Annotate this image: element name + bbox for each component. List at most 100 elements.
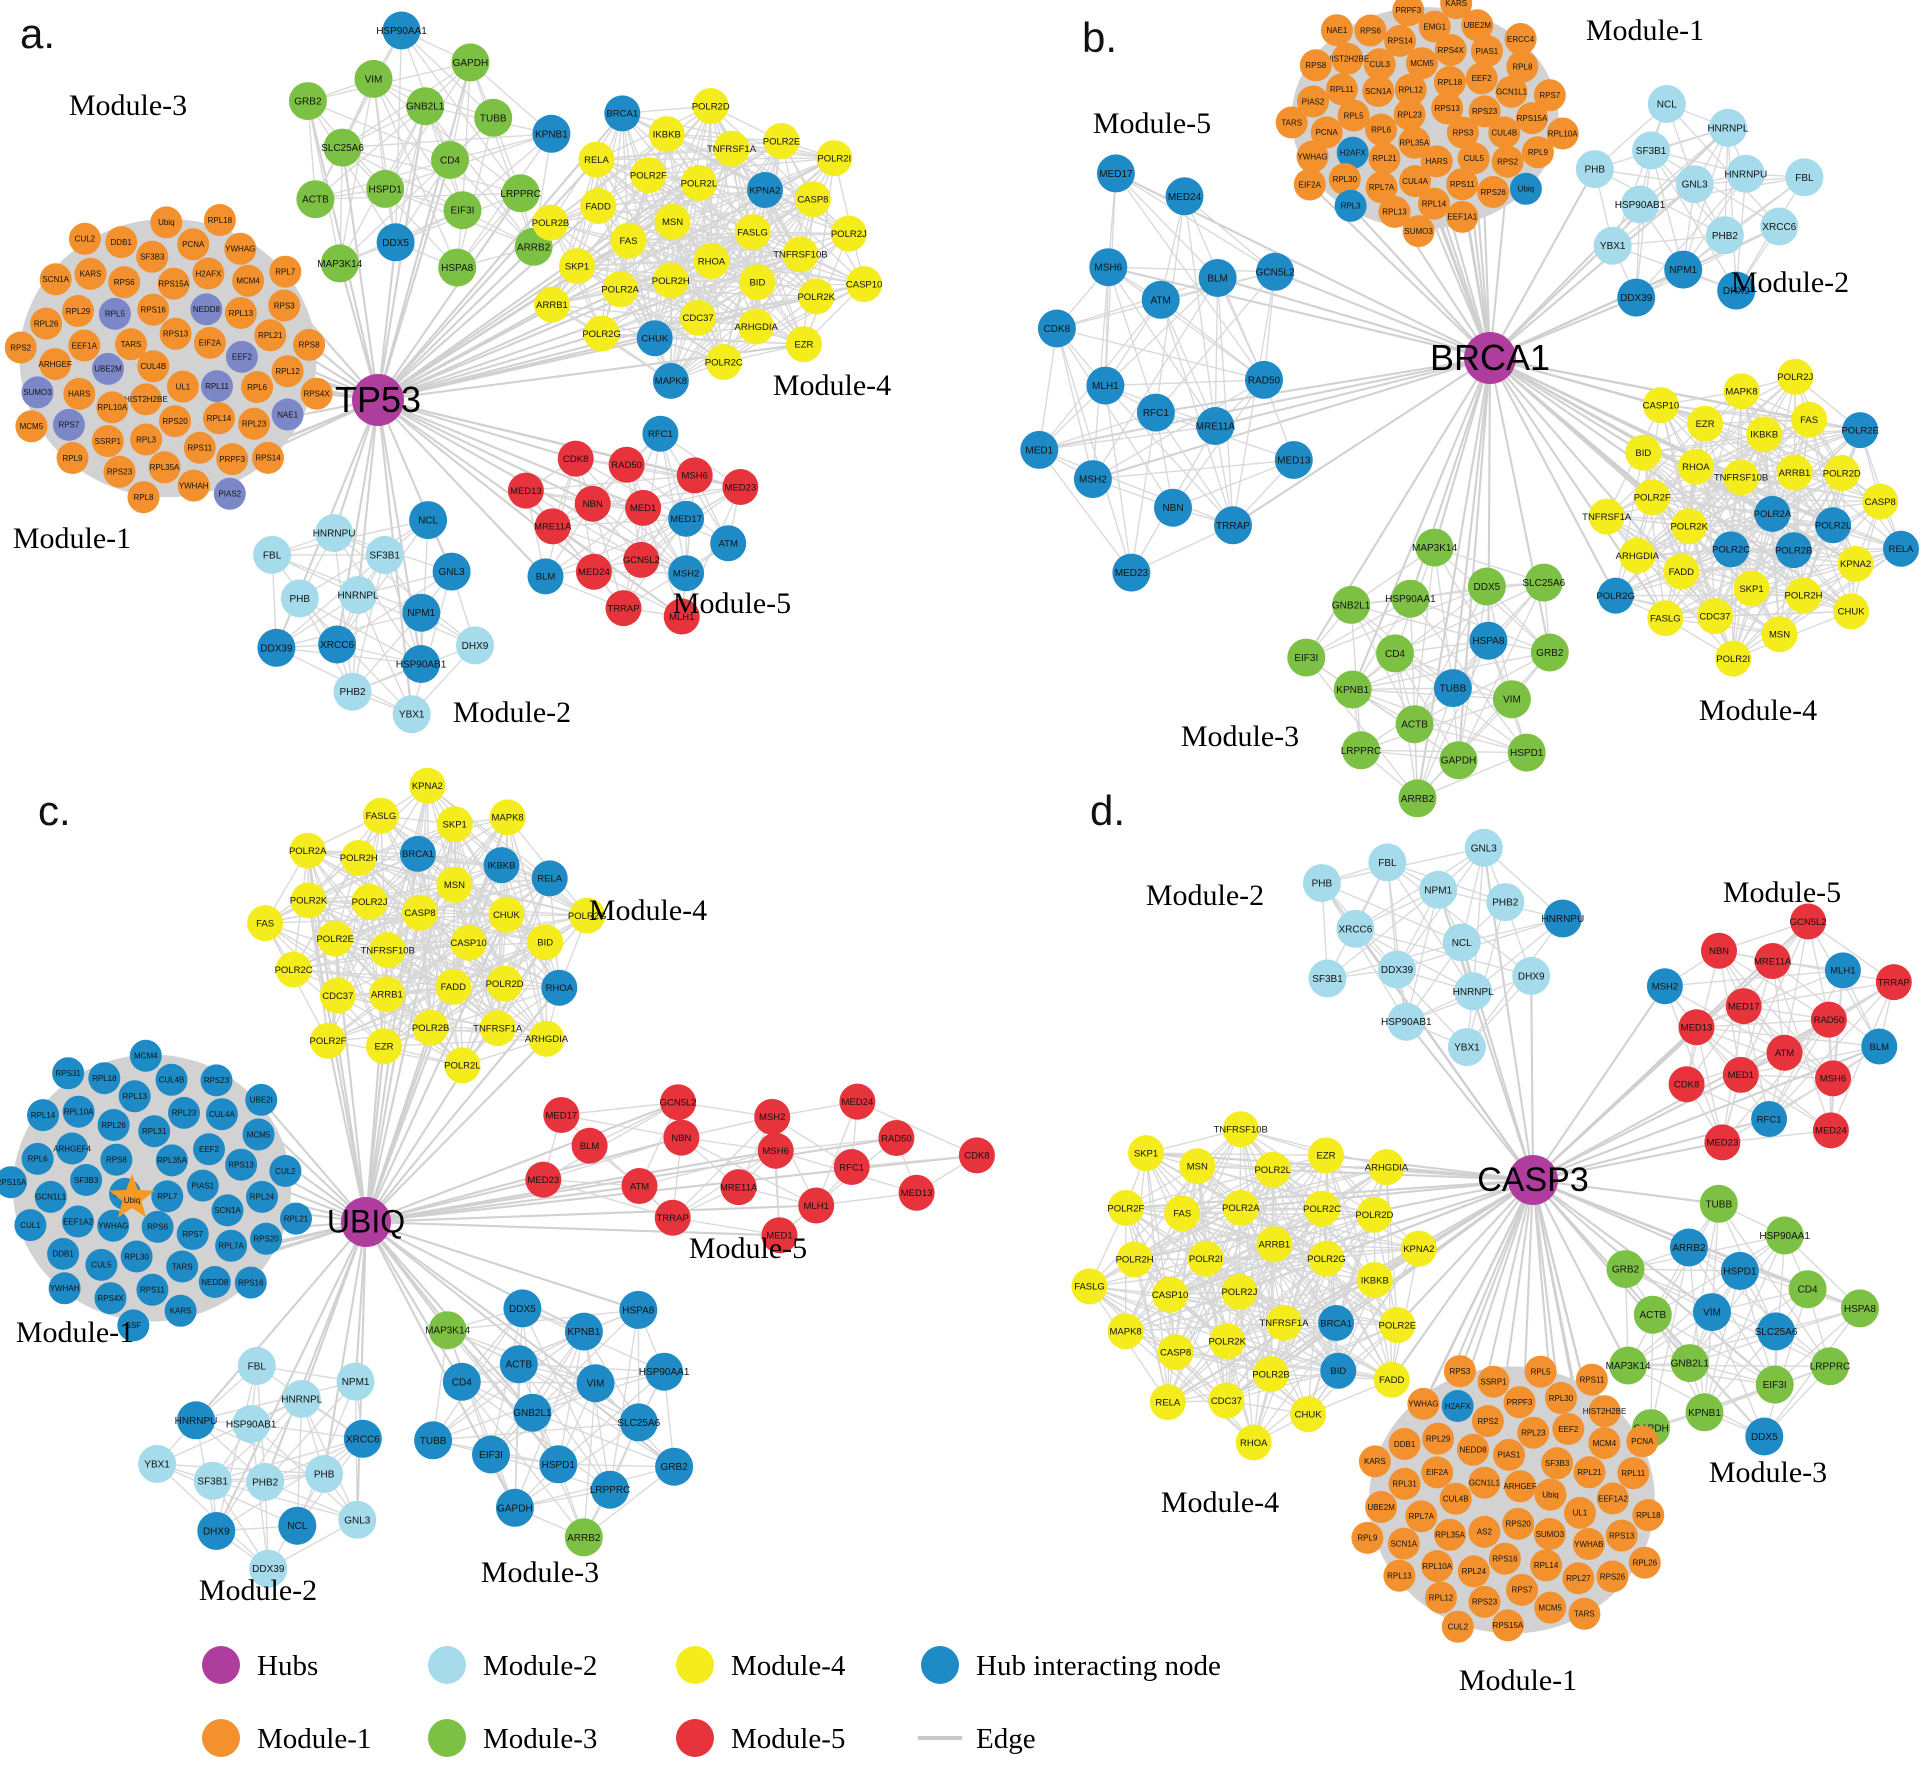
hub-edge	[1405, 1021, 1534, 1181]
module-edge	[1107, 266, 1216, 427]
hub-interacting-node-scn1a	[211, 1194, 244, 1227]
module-node-ubiq	[1534, 1478, 1567, 1511]
module-node-rpl9	[1351, 1521, 1384, 1554]
hub-edge	[1092, 356, 1491, 481]
module-node-fbl	[1785, 158, 1824, 197]
module-edge	[1652, 1234, 1786, 1316]
hub-edge	[1532, 1178, 1719, 1205]
module-label-a-m5: Module-5	[673, 587, 791, 620]
module-node-rela	[578, 141, 615, 178]
module-node-ezr	[366, 1028, 402, 1065]
module-edge	[543, 1136, 682, 1181]
module-node-pias2	[1297, 85, 1329, 118]
hub-label-casp3: CASP3	[1477, 1161, 1589, 1199]
module-edge	[1197, 1165, 1387, 1168]
module-edge	[697, 189, 766, 319]
module-edge	[1681, 563, 1856, 573]
module-node-rps8	[293, 328, 326, 361]
module-node-mre11a	[720, 1169, 757, 1206]
module-edge	[1771, 960, 1832, 1131]
hub-interacting-node-hnrnpu	[177, 1401, 215, 1440]
module-node-prpf3	[216, 443, 249, 476]
module-node-polr2a	[602, 271, 639, 308]
module-node-rpl23	[238, 407, 271, 440]
module-node-eef1a2	[1596, 1482, 1629, 1515]
legend-swatch-module-5	[676, 1719, 714, 1757]
module-edge	[1714, 472, 1796, 617]
module-node-rpl3	[130, 423, 163, 456]
module-node-ikbkb	[1356, 1262, 1393, 1298]
module-node-hsp90ab1	[232, 1404, 271, 1443]
module-node-kars	[74, 257, 107, 290]
module-node-arrb1	[368, 976, 405, 1013]
module-node-rpl26	[30, 307, 63, 340]
module-node-arrb1	[534, 286, 570, 323]
module-edge	[383, 1038, 547, 1047]
hub-interacting-node-rpl7a	[215, 1229, 248, 1262]
hub-edge	[300, 1221, 367, 1400]
hub-interacting-node-rpl24	[246, 1180, 278, 1213]
hub-interacting-node-bid	[1320, 1352, 1357, 1389]
module-edge	[628, 239, 865, 285]
module-edge	[1718, 1203, 1831, 1367]
module-edge	[500, 864, 560, 988]
module-edge	[575, 457, 741, 488]
module-node-grb2	[288, 82, 327, 121]
module-node-rpl21	[254, 319, 287, 352]
module-node-ywhag	[224, 232, 257, 265]
module-edge	[1107, 266, 1265, 381]
module-edge	[1642, 452, 1795, 551]
hub-interacting-node-med13	[1274, 441, 1313, 479]
module-node-vim	[1492, 680, 1531, 719]
module-node-h2afx	[192, 257, 225, 290]
hub-interacting-node-kars	[164, 1294, 197, 1327]
module-edge	[372, 78, 397, 243]
module-edge	[490, 1331, 585, 1455]
module-edge	[723, 253, 801, 363]
module-edge	[1108, 266, 1276, 273]
module-node-rfc1	[833, 1149, 870, 1185]
module-node-hsp90aa1	[1391, 579, 1430, 618]
module-node-rpl12	[271, 355, 304, 388]
module-node-cdc37	[319, 977, 356, 1014]
module-node-arhgef	[1504, 1470, 1537, 1503]
module-node-rpl5	[1337, 99, 1370, 132]
hub-edge	[365, 1204, 817, 1224]
module-edge	[1104, 277, 1219, 387]
module-edge	[1652, 1314, 1765, 1437]
hub-interacting-node-blm	[1861, 1028, 1898, 1065]
module-node-polr2d	[1823, 455, 1860, 491]
module-node-trrap	[654, 1199, 691, 1236]
module-edge	[1181, 1212, 1398, 1326]
module-edge	[293, 968, 431, 1029]
module-node-rad50	[1810, 1001, 1847, 1038]
module-edge	[1360, 698, 1513, 751]
module-edge	[1089, 1285, 1227, 1402]
hub-interacting-node-ubiq	[1509, 172, 1542, 205]
module-edge	[1115, 172, 1276, 273]
module-node-ddx39	[1378, 950, 1416, 989]
hub-edge	[377, 399, 547, 578]
module-node-rpl21	[1368, 142, 1401, 175]
module-edge	[1696, 969, 1844, 1028]
module-edge	[1350, 604, 1489, 642]
hub-edge	[1488, 357, 1551, 653]
module-edge	[1232, 271, 1276, 526]
hub-interacting-node-cul4a	[205, 1098, 238, 1131]
module-node-rela	[1149, 1384, 1186, 1421]
module-node-cul2	[1441, 1610, 1474, 1643]
hub-interacting-node-med23	[1112, 553, 1151, 592]
module-node-cul3	[1363, 48, 1396, 81]
hub-interacting-node-hspd1	[1720, 1251, 1759, 1290]
module-node-msn	[436, 866, 473, 903]
module-edge	[296, 1398, 303, 1526]
module-node-kpna2	[1400, 1230, 1437, 1267]
hub-edge	[377, 399, 594, 505]
module-node-sumo3	[21, 376, 54, 409]
module-node-med17	[1725, 988, 1762, 1025]
module-node-polr2f	[1107, 1190, 1144, 1226]
hub-edge	[377, 303, 553, 401]
module-edge	[461, 915, 588, 1066]
module-edge	[532, 1412, 675, 1468]
hub-edge	[195, 1221, 367, 1421]
